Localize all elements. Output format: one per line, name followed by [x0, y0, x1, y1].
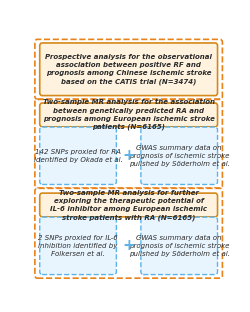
FancyBboxPatch shape [140, 217, 217, 275]
FancyBboxPatch shape [40, 43, 217, 95]
FancyBboxPatch shape [40, 217, 116, 275]
FancyBboxPatch shape [40, 103, 217, 127]
Text: GWAS summary data on
prognosis of ischemic stroke
pulished by Söderholm et al.: GWAS summary data on prognosis of ischem… [128, 144, 229, 167]
FancyBboxPatch shape [40, 127, 116, 184]
Text: GWAS summary data on
prognosis of ischemic stroke
pulished by Söderholm et al.: GWAS summary data on prognosis of ischem… [128, 235, 229, 257]
FancyBboxPatch shape [35, 188, 222, 278]
Text: 2 SNPs proxied for IL-6
inhibition identified by
Folkersen et al.: 2 SNPs proxied for IL-6 inhibition ident… [38, 235, 117, 257]
Text: +: + [122, 238, 134, 253]
FancyBboxPatch shape [35, 100, 222, 188]
Text: Prospective analysis for the observational
association between positive RF and
p: Prospective analysis for the observation… [45, 54, 211, 85]
FancyBboxPatch shape [40, 193, 217, 217]
Text: +: + [122, 148, 134, 163]
FancyBboxPatch shape [35, 39, 222, 99]
Text: Two-sample MR analysis for further
exploring the therapeutic potential of
IL-6 i: Two-sample MR analysis for further explo… [50, 189, 206, 221]
Text: Two-sample MR analysis for the association
between genetically predicted RA and
: Two-sample MR analysis for the associati… [42, 100, 214, 130]
FancyBboxPatch shape [140, 127, 217, 184]
Text: 142 SNPs proxied for RA
identified by Okada et al.: 142 SNPs proxied for RA identified by Ok… [34, 149, 122, 163]
